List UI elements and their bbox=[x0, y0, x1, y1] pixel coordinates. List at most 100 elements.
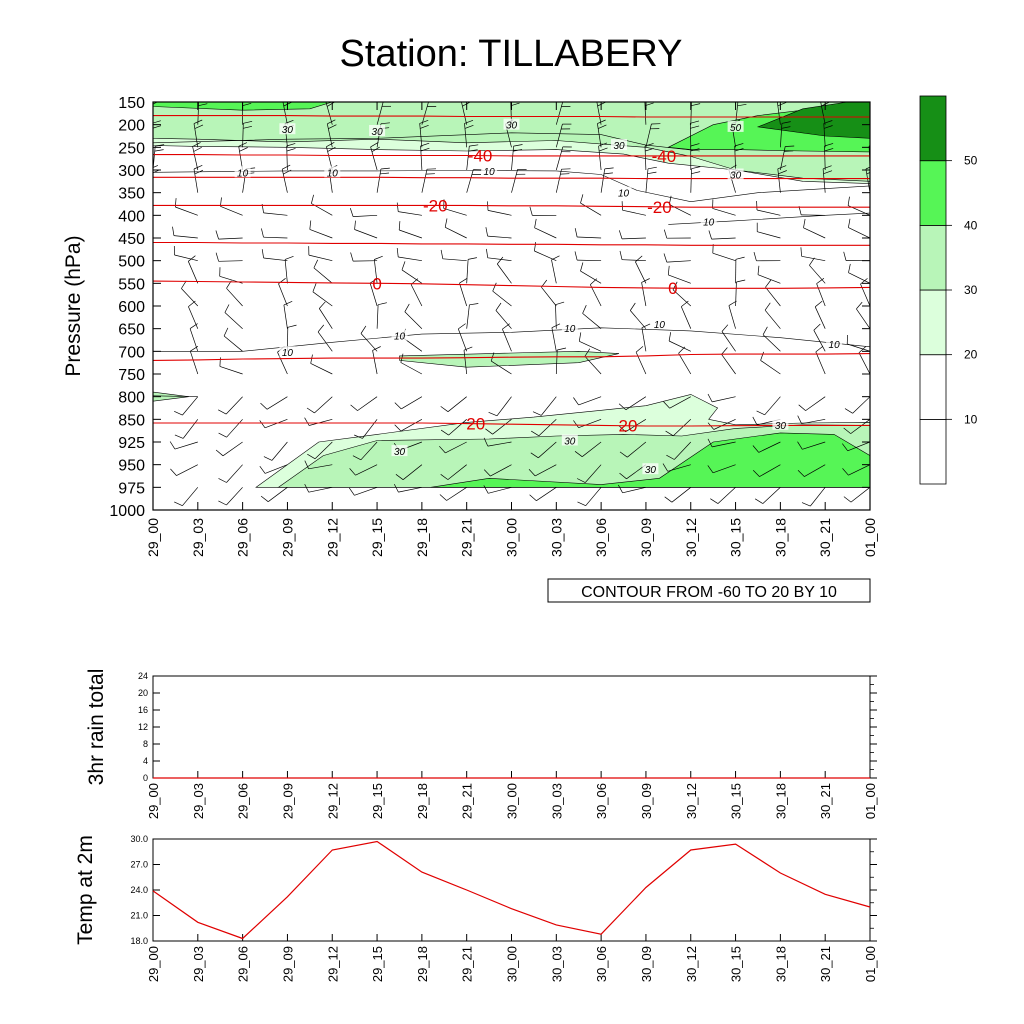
rain-ytick-label: 24 bbox=[138, 671, 148, 681]
rh-contour-label-bg bbox=[503, 118, 520, 130]
wind-barb bbox=[765, 279, 781, 307]
wind-barb-staff bbox=[644, 145, 647, 171]
wind-barb-flag bbox=[287, 324, 297, 328]
wind-barb-flag bbox=[707, 393, 713, 403]
wind-barb-flag bbox=[814, 300, 823, 308]
wind-barb-staff bbox=[193, 168, 199, 193]
wind-barb-flag bbox=[843, 427, 851, 434]
wind-barb-staff bbox=[538, 419, 557, 437]
wind-barb-flag bbox=[304, 483, 310, 493]
rain-xtick-label: 29_15 bbox=[370, 783, 385, 819]
wind-barb-staff bbox=[182, 396, 199, 416]
wind-barb-staff bbox=[286, 145, 288, 171]
wind-barb bbox=[440, 464, 467, 480]
wind-barb-staff bbox=[401, 269, 423, 284]
wind-barb bbox=[218, 487, 243, 506]
temperature-contour-line bbox=[153, 176, 870, 180]
rain-xtick-label: 30_12 bbox=[684, 783, 699, 819]
wind-barb-flag bbox=[690, 143, 700, 147]
wind-barb-flag bbox=[848, 263, 851, 273]
wind-barb bbox=[721, 347, 736, 375]
wind-barb bbox=[534, 218, 557, 239]
wind-barb-flag bbox=[528, 469, 536, 477]
wind-barb bbox=[577, 487, 602, 507]
wind-barb bbox=[354, 220, 378, 239]
wind-barb-staff bbox=[577, 259, 602, 262]
wind-barb bbox=[197, 102, 199, 103]
wind-barb-flag bbox=[754, 498, 763, 504]
wind-barb bbox=[396, 247, 422, 262]
wind-barb-flag bbox=[580, 262, 584, 272]
wind-barb-staff bbox=[551, 327, 557, 352]
wind-barb-flag bbox=[444, 218, 448, 228]
wind-barb bbox=[304, 483, 333, 493]
wind-barb-staff bbox=[680, 306, 692, 329]
wind-barb-flag bbox=[555, 80, 564, 83]
wind-barb-staff bbox=[283, 304, 288, 329]
wind-barb bbox=[313, 259, 333, 284]
temperature-contour-label: 0 bbox=[372, 274, 381, 293]
wind-barb-flag bbox=[777, 102, 787, 107]
wind-barb bbox=[490, 352, 512, 375]
wind-barb-staff bbox=[487, 441, 512, 447]
wind-barb bbox=[813, 323, 826, 352]
wind-barb-flag bbox=[311, 194, 314, 204]
wind-barb-flag bbox=[730, 74, 738, 79]
wind-barb-staff bbox=[401, 396, 423, 410]
wind-barb-flag bbox=[721, 324, 729, 332]
wind-barb bbox=[531, 419, 557, 437]
wind-barb bbox=[780, 121, 791, 148]
wind-barb-flag bbox=[198, 103, 208, 107]
wind-barb-staff bbox=[820, 102, 826, 125]
wind-barb bbox=[317, 324, 333, 352]
wind-barb bbox=[597, 119, 607, 148]
temp-xtick-label: 01_00 bbox=[863, 946, 878, 982]
wind-barb-flag bbox=[618, 230, 623, 240]
wind-barb bbox=[309, 220, 333, 239]
wind-barb-staff bbox=[242, 102, 243, 103]
wind-barb bbox=[511, 144, 523, 171]
wind-barb-flag bbox=[823, 170, 833, 175]
wind-barb bbox=[410, 278, 423, 307]
wind-barb-flag bbox=[735, 256, 745, 260]
colorbar-label: 50 bbox=[964, 154, 978, 168]
rain-xtick-label: 30_06 bbox=[594, 783, 609, 819]
wind-barb bbox=[528, 464, 557, 477]
wind-barb-staff bbox=[445, 226, 467, 239]
wind-barb-flag bbox=[260, 402, 268, 410]
pressure-tick-label: 500 bbox=[118, 254, 145, 271]
wind-barb-staff bbox=[448, 419, 467, 436]
wind-barb-staff bbox=[600, 102, 602, 103]
rh-contour-label: 10 bbox=[394, 332, 406, 343]
wind-barb bbox=[529, 487, 557, 501]
wind-barb-flag bbox=[815, 346, 824, 353]
wind-barb-flag bbox=[483, 469, 491, 477]
wind-barb-flag bbox=[420, 142, 430, 147]
wind-barb-flag bbox=[777, 165, 787, 170]
wind-barb-staff bbox=[421, 102, 422, 103]
rh-shade-left-30 bbox=[153, 391, 189, 402]
wind-barb-flag bbox=[691, 103, 701, 107]
wind-barb-staff bbox=[398, 256, 422, 262]
wind-barb-staff bbox=[369, 282, 378, 307]
rain-xtick-label: 30_18 bbox=[773, 783, 788, 819]
rain-xtick-label: 01_00 bbox=[863, 783, 878, 819]
wind-barb bbox=[618, 230, 646, 240]
wind-barb-staff bbox=[757, 231, 781, 239]
wind-barb-staff bbox=[850, 487, 870, 503]
time-axis: 29_00 29_03 29_06 29_09 29_12 29_15 29_18 29_21… bbox=[145, 102, 878, 557]
wind-barb bbox=[858, 346, 870, 375]
wind-barb-flag bbox=[306, 407, 315, 414]
wind-barb-flag bbox=[649, 82, 658, 83]
wind-barb bbox=[153, 165, 159, 193]
wind-barb-flag bbox=[469, 303, 479, 306]
wind-barb-staff bbox=[354, 229, 378, 239]
wind-barb-flag bbox=[690, 148, 700, 152]
wind-barb-flag bbox=[215, 252, 219, 262]
wind-barb-flag bbox=[667, 265, 670, 275]
wind-barb-staff bbox=[728, 305, 736, 329]
wind-barb-flag bbox=[691, 166, 701, 170]
rh-contour-line bbox=[153, 132, 700, 152]
wind-barb-flag bbox=[492, 282, 497, 292]
wind-barb bbox=[440, 396, 467, 412]
